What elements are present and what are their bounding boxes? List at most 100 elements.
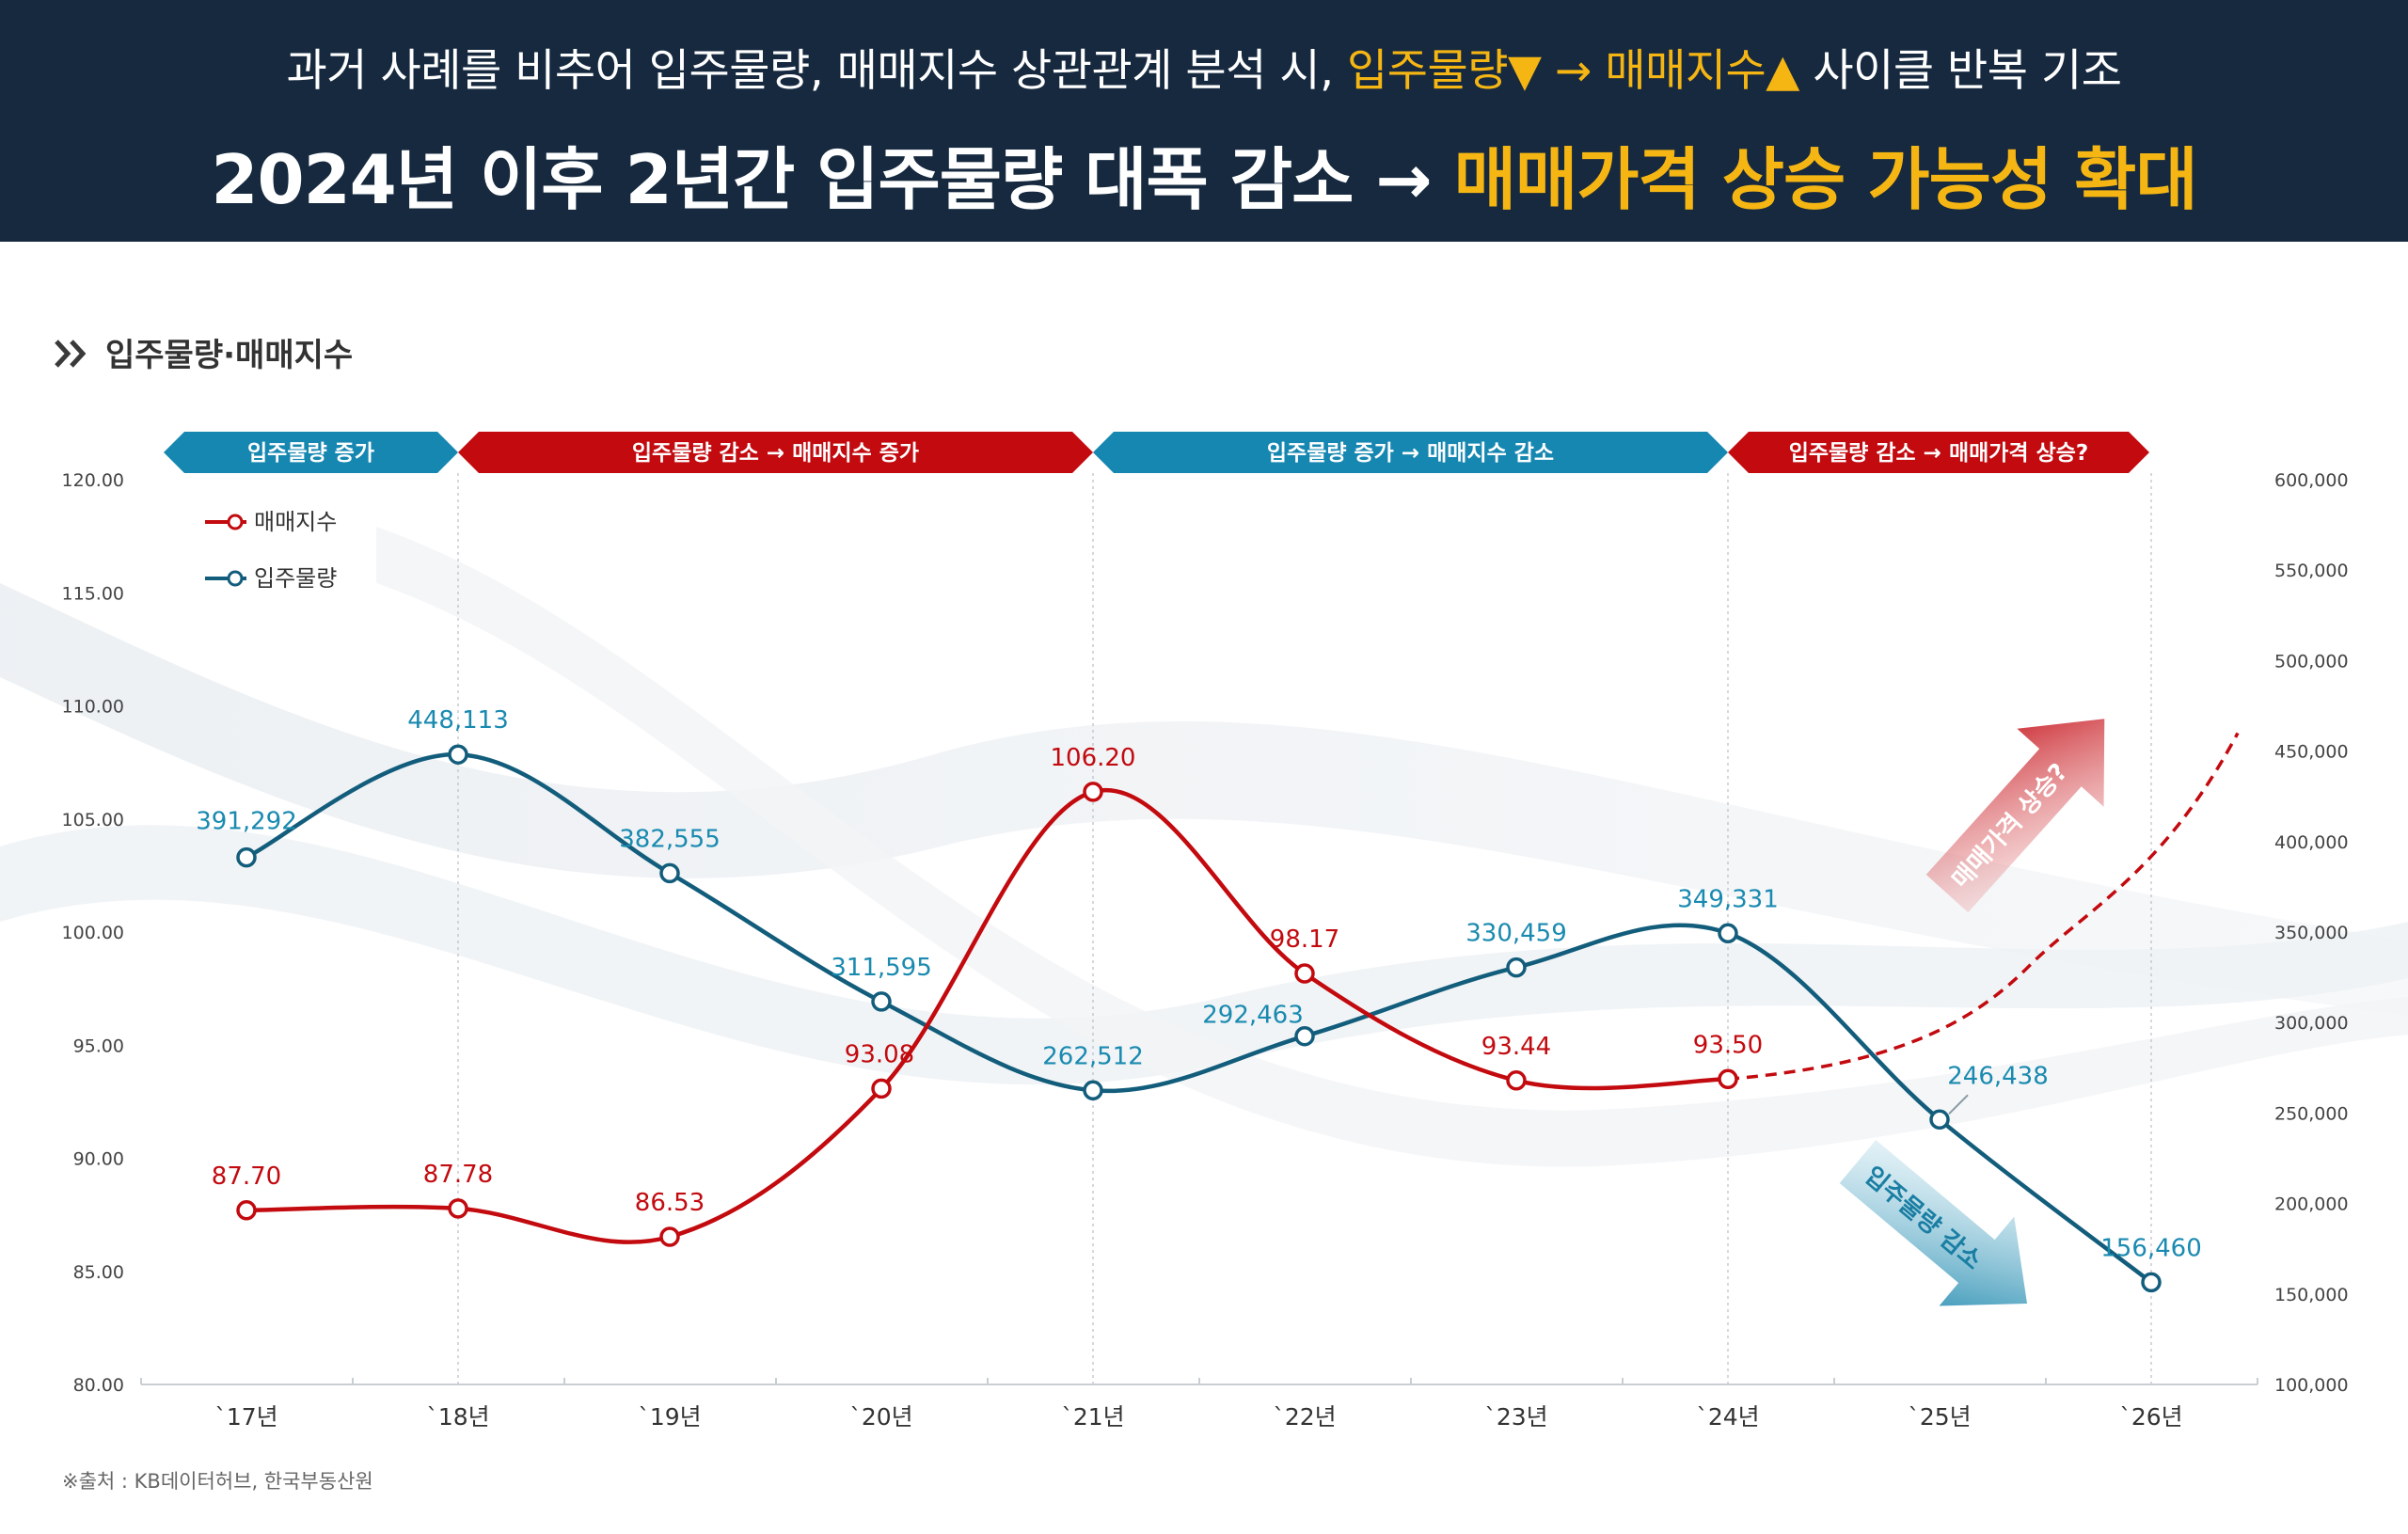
price-data-point	[1083, 782, 1103, 802]
price-value-label: 93.44	[1481, 1033, 1551, 1061]
legend-marker	[227, 514, 244, 530]
down-arrow-icon	[1839, 1140, 2028, 1306]
y-right-tick-label: 300,000	[2274, 1013, 2349, 1034]
supply-value-label: 382,555	[619, 825, 721, 853]
supply-data-point	[1506, 957, 1527, 978]
supply-value-label: 262,512	[1042, 1042, 1144, 1070]
price-projection-line	[1727, 732, 2240, 1082]
x-tick-label: `23년	[1484, 1403, 1547, 1431]
price-value-label: 87.70	[212, 1162, 281, 1191]
header-subtitle-lead: 과거 사례를 비추어 입주물량, 매매지수 상관관계 분석 시,	[286, 45, 1347, 97]
legend-label: 입주물량	[254, 565, 337, 592]
supply-data-point	[871, 991, 892, 1012]
x-tick-label: `18년	[426, 1403, 489, 1431]
y-left-tick-label: 120.00	[62, 470, 124, 491]
y-right-tick-label: 250,000	[2274, 1103, 2349, 1124]
phase-banner-label: 입주물량 증가 → 매매지수 감소	[1267, 441, 1554, 466]
source-note: ※출처 : KB데이터허브, 한국부동산원	[62, 1470, 373, 1493]
y-left-tick-label: 100.00	[62, 923, 124, 943]
y-left-tick-label: 80.00	[73, 1375, 124, 1396]
y-right-tick-label: 150,000	[2274, 1285, 2349, 1305]
down-arrow-annotation: 입주물량 감소	[1839, 1140, 2028, 1306]
y-right-tick-label: 100,000	[2274, 1375, 2349, 1396]
price-value-label: 106.20	[1051, 744, 1136, 772]
price-value-label: 86.53	[635, 1189, 705, 1217]
supply-data-point	[2141, 1272, 2162, 1293]
phase-banner-label: 입주물량 증가	[247, 441, 374, 466]
supply-value-label: 349,331	[1677, 885, 1779, 913]
supply-data-point	[1083, 1080, 1103, 1101]
price-value-label: 98.17	[1270, 925, 1339, 954]
supply-value-label: 292,463	[1202, 1002, 1304, 1030]
price-value-label: 93.08	[845, 1040, 914, 1068]
up-arrow-icon	[1925, 719, 2105, 913]
x-tick-label: `21년	[1061, 1403, 1124, 1431]
y-right-tick-label: 600,000	[2274, 470, 2349, 491]
x-tick-label: `24년	[1696, 1403, 1759, 1431]
phase-banner-label: 입주물량 감소 → 매매지수 증가	[632, 441, 919, 466]
supply-data-point	[659, 862, 680, 884]
price-data-point	[448, 1198, 468, 1219]
x-tick-label: `20년	[849, 1403, 912, 1431]
supply-data-point	[1718, 923, 1738, 944]
x-tick-label: `17년	[214, 1403, 277, 1431]
label-leader-line	[1948, 1094, 1969, 1115]
header-banner: 과거 사례를 비추어 입주물량, 매매지수 상관관계 분석 시, 입주물량▼ →…	[0, 0, 2408, 242]
supply-data-point	[236, 846, 257, 868]
header-subtitle-highlight: 입주물량▼ → 매매지수▲	[1346, 45, 1799, 97]
y-right-tick-label: 550,000	[2274, 561, 2349, 581]
price-data-point	[1294, 963, 1315, 984]
y-left-tick-label: 85.00	[73, 1262, 124, 1283]
price-data-point	[1718, 1068, 1738, 1090]
price-data-point	[871, 1078, 892, 1099]
supply-value-label: 311,595	[831, 954, 932, 982]
supply-data-point	[1294, 1025, 1315, 1047]
y-left-tick-label: 105.00	[62, 810, 124, 830]
phase-banner	[1093, 432, 1728, 473]
y-right-tick-label: 350,000	[2274, 923, 2349, 943]
y-left-tick-label: 110.00	[62, 697, 124, 718]
chart-title: 입주물량·매매지수	[105, 337, 353, 374]
y-right-tick-label: 200,000	[2274, 1194, 2349, 1215]
header-title-lead: 2024년 이후 2년간 입주물량 대폭 감소 →	[211, 140, 1454, 219]
phase-banner	[164, 432, 458, 473]
price-value-label: 87.78	[423, 1161, 493, 1189]
legend-label: 매매지수	[254, 509, 337, 535]
x-tick-label: `26년	[2119, 1403, 2182, 1431]
price-series-line	[246, 787, 1729, 1244]
phase-banner-label: 입주물량 감소 → 매매가격 상승?	[1789, 441, 2089, 466]
supply-value-label: 330,459	[1465, 920, 1567, 948]
y-right-tick-label: 400,000	[2274, 832, 2349, 853]
legend-marker	[227, 570, 244, 587]
supply-value-label: 448,113	[407, 706, 509, 735]
supply-data-point	[448, 744, 468, 765]
y-right-tick-label: 500,000	[2274, 651, 2349, 672]
price-data-point	[1506, 1070, 1527, 1091]
price-value-label: 93.50	[1693, 1031, 1763, 1059]
supply-series-line	[246, 751, 2153, 1285]
y-right-tick-label: 450,000	[2274, 742, 2349, 763]
price-data-point	[236, 1200, 257, 1221]
supply-value-label: 246,438	[1947, 1062, 2049, 1090]
header-title: 2024년 이후 2년간 입주물량 대폭 감소 → 매매가격 상승 가능성 확대	[0, 124, 2408, 223]
header-subtitle-trail: 사이클 반복 기조	[1798, 45, 2122, 97]
phase-banner	[1728, 432, 2149, 473]
chart: 입주물량·매매지수 입주물량 증가 입주물량 감소 → 매매지수 증가 입주물량 증…	[0, 337, 2408, 1431]
x-tick-label: `25년	[1908, 1403, 1971, 1431]
supply-data-point	[1929, 1109, 1950, 1131]
background-swoosh	[0, 583, 2408, 1016]
y-left-tick-label: 115.00	[62, 583, 124, 604]
y-left-tick-label: 90.00	[73, 1149, 124, 1170]
x-tick-label: `22년	[1273, 1403, 1336, 1431]
y-left-tick-label: 95.00	[73, 1036, 124, 1056]
double-chevron-icon	[55, 340, 87, 368]
phase-banner	[458, 432, 1093, 473]
price-data-point	[659, 1226, 680, 1247]
supply-value-label: 391,292	[196, 808, 297, 836]
chart-title-group: 입주물량·매매지수	[55, 337, 353, 374]
x-tick-label: `19년	[638, 1403, 701, 1431]
supply-value-label: 156,460	[2100, 1234, 2202, 1262]
header-title-highlight: 매매가격 상승 가능성 확대	[1453, 140, 2198, 219]
header-subtitle: 과거 사례를 비추어 입주물량, 매매지수 상관관계 분석 시, 입주물량▼ →…	[0, 34, 2408, 99]
